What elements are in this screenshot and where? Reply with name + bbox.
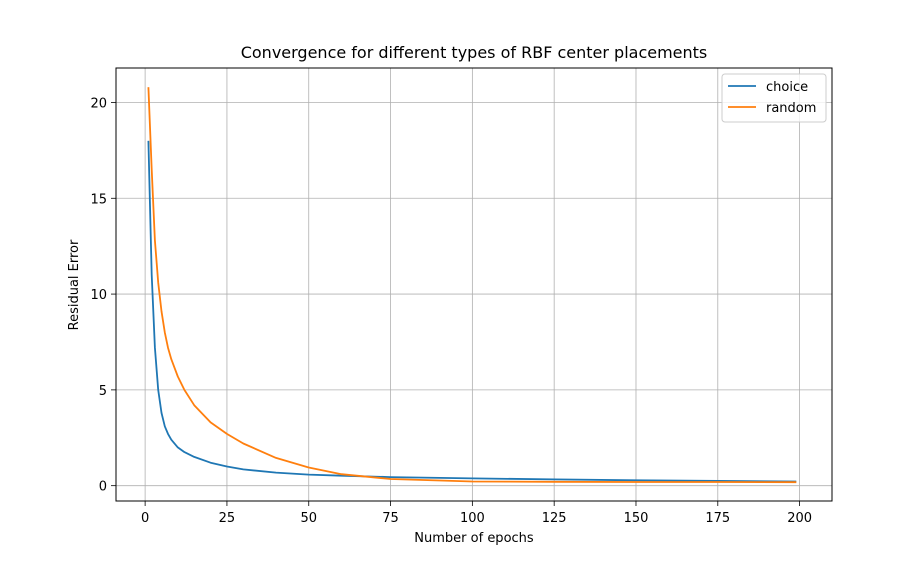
y-tick-label: 10 <box>90 288 107 303</box>
x-axis-label: Number of epochs <box>414 531 534 546</box>
y-tick-label: 0 <box>99 480 107 495</box>
x-tick-label: 200 <box>787 511 812 526</box>
x-tick-label: 75 <box>382 511 399 526</box>
chart-title: Convergence for different types of RBF c… <box>241 43 708 62</box>
series-line-random <box>147 87 797 484</box>
plot-frame <box>115 67 833 502</box>
x-tick-label: 150 <box>624 511 649 526</box>
series-line-choice <box>147 140 797 483</box>
y-tick-label: 5 <box>99 384 107 399</box>
x-tick-label: 175 <box>705 511 730 526</box>
series-layer <box>147 87 797 484</box>
x-tick-label: 0 <box>141 511 149 526</box>
x-tick-label: 50 <box>300 511 317 526</box>
y-tick-label: 15 <box>90 192 107 207</box>
y-axis: 0 5 10 15 20 <box>90 96 116 495</box>
x-tick-label: 125 <box>542 511 567 526</box>
legend-label-random: random <box>766 101 816 116</box>
y-axis-label: Residual Error <box>67 239 82 330</box>
x-tick-label: 25 <box>219 511 236 526</box>
legend-label-choice: choice <box>766 80 808 95</box>
x-tick-label: 100 <box>460 511 485 526</box>
x-axis: 0 25 50 75 100 125 150 175 200 <box>141 501 812 526</box>
legend: choice random <box>721 73 827 123</box>
grid <box>116 68 832 501</box>
y-tick-label: 20 <box>90 96 107 111</box>
